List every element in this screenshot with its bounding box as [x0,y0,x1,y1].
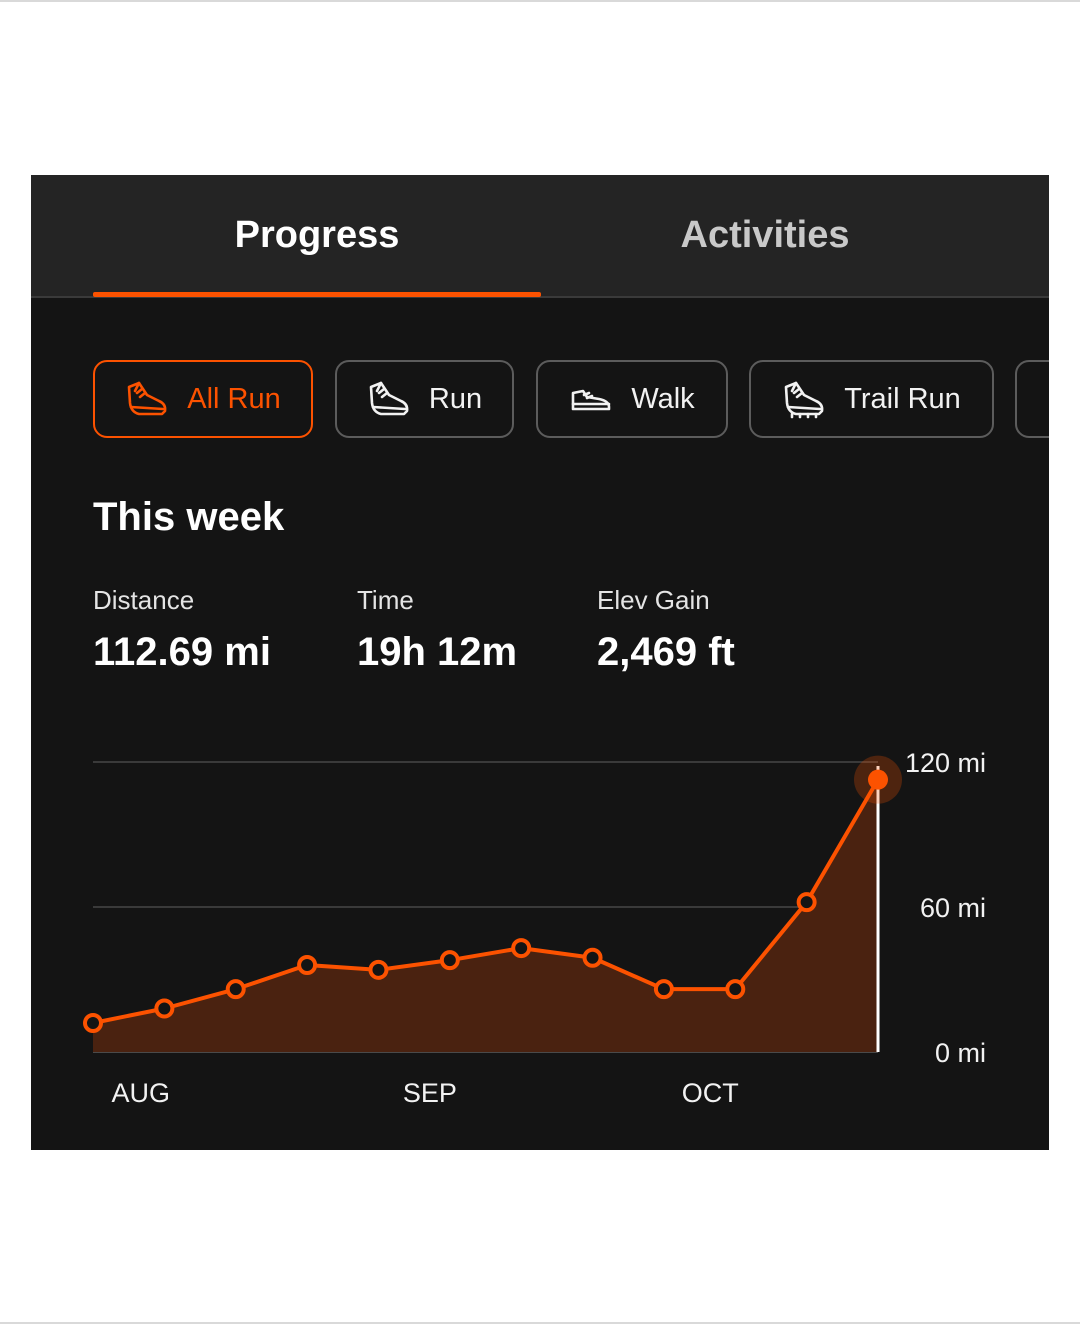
filter-chip-run[interactable]: Run [335,360,514,438]
stat-time: Time 19h 12m [357,585,517,675]
data-point [83,1013,103,1033]
filter-chip-walk[interactable]: Walk [536,360,728,438]
x-tick-label: OCT [682,1078,739,1108]
data-point [868,769,888,790]
section-title: This week [93,495,285,539]
filter-chip-all-run[interactable]: All Run [93,360,313,438]
stat-value: 19h 12m [357,630,518,674]
walking-shoe-icon [572,389,611,411]
y-tick-label: 120 mi [905,748,986,778]
area-fill [93,779,878,1052]
tab-activities[interactable]: Activities [680,214,850,256]
x-tick-label: SEP [403,1078,457,1108]
y-tick-label: 0 mi [935,1038,986,1068]
stat-distance: Distance 112.69 mi [93,585,271,675]
filter-chip-label: Run [428,382,483,415]
data-point [725,979,746,1000]
filter-chip-label: Walk [631,382,695,415]
stat-label: Time [357,585,414,615]
data-point [368,959,389,980]
bottom-border [0,1322,1080,1324]
filter-chip-label: All Run [187,382,281,415]
trail-shoe-icon [784,381,824,419]
running-shoe-icon [369,381,409,416]
running-shoe-icon [127,381,167,416]
stat-label: Distance [93,585,195,615]
stat-value: 112.69 mi [93,630,271,674]
data-point [653,979,674,1000]
data-point [297,955,318,975]
x-tick-label: AUG [112,1078,171,1108]
app-screen: Progress Activities All Run Run Walk [31,175,1049,1150]
tab-progress[interactable]: Progress [234,214,400,256]
active-tab-indicator [93,292,541,297]
top-border [0,0,1080,2]
distance-chart[interactable]: 120 mi 60 mi 0 mi AUG SEP OCT [31,735,1049,1130]
filter-chip-more[interactable] [1015,360,1049,438]
y-tick-label: 60 mi [920,893,986,923]
filter-chip-trail-run[interactable]: Trail Run [749,360,994,438]
series-line [92,778,880,1025]
filter-chip-label: Trail Run [844,382,961,415]
data-point [796,892,817,913]
stat-value: 2,469 ft [597,630,735,674]
data-point [582,947,603,968]
data-point [154,998,175,1019]
tab-bar: Progress Activities [31,175,1049,298]
data-point [439,950,460,971]
stat-label: Elev Gain [597,585,710,615]
data-point [511,938,532,959]
stat-elev-gain: Elev Gain 2,469 ft [597,585,735,675]
data-point [225,979,246,1000]
